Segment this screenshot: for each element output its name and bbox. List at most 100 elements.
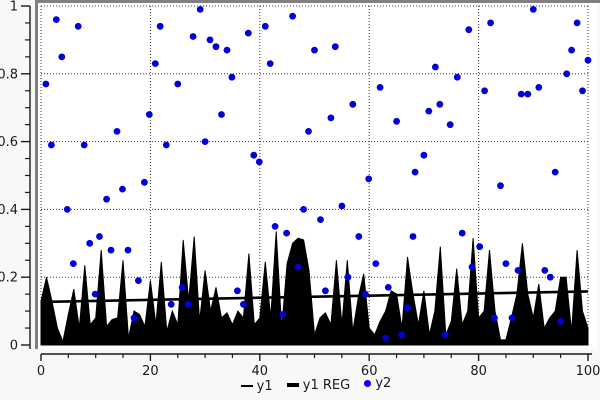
y2-scatter-point	[289, 12, 296, 20]
y2-scatter-point	[212, 43, 220, 51]
y2-scatter-point	[362, 290, 369, 298]
y2-scatter-point	[349, 100, 357, 108]
y2-scatter-point	[409, 233, 417, 240]
legend-item-y1-reg: y1 REG	[286, 377, 351, 393]
y-axis-tick-label: 1	[10, 0, 18, 15]
y2-scatter-point	[529, 5, 537, 13]
y2-scatter-point	[441, 331, 449, 339]
y2-scatter-point	[196, 5, 204, 13]
y2-scatter-point	[541, 267, 549, 274]
y2-scatter-point	[167, 300, 175, 308]
y2-scatter-point	[48, 141, 55, 149]
y2-scatter-point	[584, 56, 592, 64]
y2-scatter-point	[384, 284, 392, 291]
y2-scatter-point	[573, 19, 581, 27]
y2-scatter-point	[517, 90, 525, 98]
y2-scatter-point	[481, 87, 488, 95]
y2-scatter-point	[184, 300, 192, 308]
y2-scatter-point	[327, 114, 335, 122]
y2-scatter-point	[568, 46, 575, 54]
legend-label-y2: y2	[375, 376, 392, 391]
y1-line-marker-icon	[240, 385, 253, 387]
y2-scatter-point	[322, 287, 329, 295]
y2-scatter-point	[58, 53, 66, 61]
y2-scatter-point	[300, 206, 307, 213]
y2-scatter-point	[151, 60, 159, 67]
y2-scatter-point	[174, 80, 182, 88]
legend-label-y1: y1	[256, 378, 273, 394]
y2-scatter-point	[218, 111, 225, 118]
y2-scatter-point	[404, 304, 411, 312]
y2-scatter-point	[119, 185, 126, 193]
y2-scatter-point	[497, 182, 504, 190]
y2-scatter-point	[317, 216, 324, 224]
y2-scatter-point	[107, 246, 115, 254]
y2-scatter-point	[468, 263, 476, 271]
y2-scatter-point	[255, 158, 263, 166]
y2-scatter-point	[420, 151, 428, 159]
y2-scatter-point	[271, 223, 279, 230]
y2-scatter-point	[145, 111, 153, 118]
y2-scatter-point	[508, 314, 516, 322]
y2-scatter-point	[557, 317, 564, 325]
y2-scatter-point	[546, 273, 554, 281]
y2-scatter-point	[52, 16, 60, 23]
y-axis-tick-label: 0.8	[0, 67, 18, 82]
y2-scatter-point	[376, 84, 384, 91]
y2-scatter-point	[344, 273, 352, 281]
y2-scatter-point	[502, 260, 510, 267]
y2-scatter-point	[240, 300, 247, 308]
y2-scatter-point	[382, 334, 389, 342]
y2-scatter-point	[250, 151, 258, 159]
y2-scatter-point	[453, 73, 461, 81]
y2-scatter-point	[178, 284, 186, 291]
y2-scatter-point	[141, 178, 148, 186]
y2-scatter-point	[42, 80, 50, 88]
y2-scatter-point	[432, 63, 439, 71]
x-axis-tick-label: 80	[470, 364, 487, 379]
y2-scatter-point	[261, 22, 269, 30]
y2-scatter-point	[294, 263, 302, 271]
y2-scatter-point	[551, 168, 559, 176]
y2-scatter-point	[124, 246, 132, 254]
y2-scatter-point	[135, 277, 142, 284]
y2-scatter-point	[446, 121, 454, 129]
x-axis-tick-label: 40	[252, 364, 269, 379]
y2-scatter-point	[579, 87, 586, 95]
y2-scatter-point	[425, 107, 433, 115]
y2-scatter-point	[458, 229, 466, 237]
legend-label-y1-reg: y1 REG	[302, 377, 351, 393]
y2-scatter-point	[514, 267, 522, 274]
y2-scatter-point	[244, 29, 252, 37]
y2-scatter-point	[201, 138, 209, 146]
y2-scatter-point	[331, 43, 339, 51]
y2-scatter-point	[69, 260, 77, 267]
y2-scatter-point	[96, 233, 103, 240]
y2-scatter-point	[63, 206, 71, 213]
legend-item-y1: y1	[240, 378, 273, 394]
y2-scatter-point	[563, 70, 571, 78]
y2-scatter-point	[162, 141, 170, 149]
y2-scatter-point	[487, 19, 494, 27]
y2-scatter-point	[524, 90, 532, 98]
chart-legend: y1 y1 REG y2	[35, 376, 597, 394]
x-axis-tick-label: 100	[576, 364, 600, 379]
y1-reg-line-marker-icon	[286, 383, 299, 387]
y2-scatter-point	[189, 33, 197, 40]
y2-scatter-point	[305, 127, 312, 135]
y2-scatter-point	[535, 84, 543, 91]
y2-scatter-point	[311, 46, 318, 54]
y1-area-series	[40, 231, 589, 346]
y2-scatter-point	[411, 168, 419, 176]
y2-scatter-point	[223, 46, 231, 54]
y2-scatter-point	[130, 314, 138, 322]
y2-scatter-point	[283, 229, 290, 237]
y2-scatter-point	[234, 287, 241, 295]
y2-scatter-point	[206, 36, 214, 44]
y2-scatter-point	[436, 100, 444, 108]
y2-scatter-point	[398, 331, 405, 339]
legend-item-y2: y2	[364, 376, 391, 391]
y2-scatter-point	[91, 290, 99, 298]
